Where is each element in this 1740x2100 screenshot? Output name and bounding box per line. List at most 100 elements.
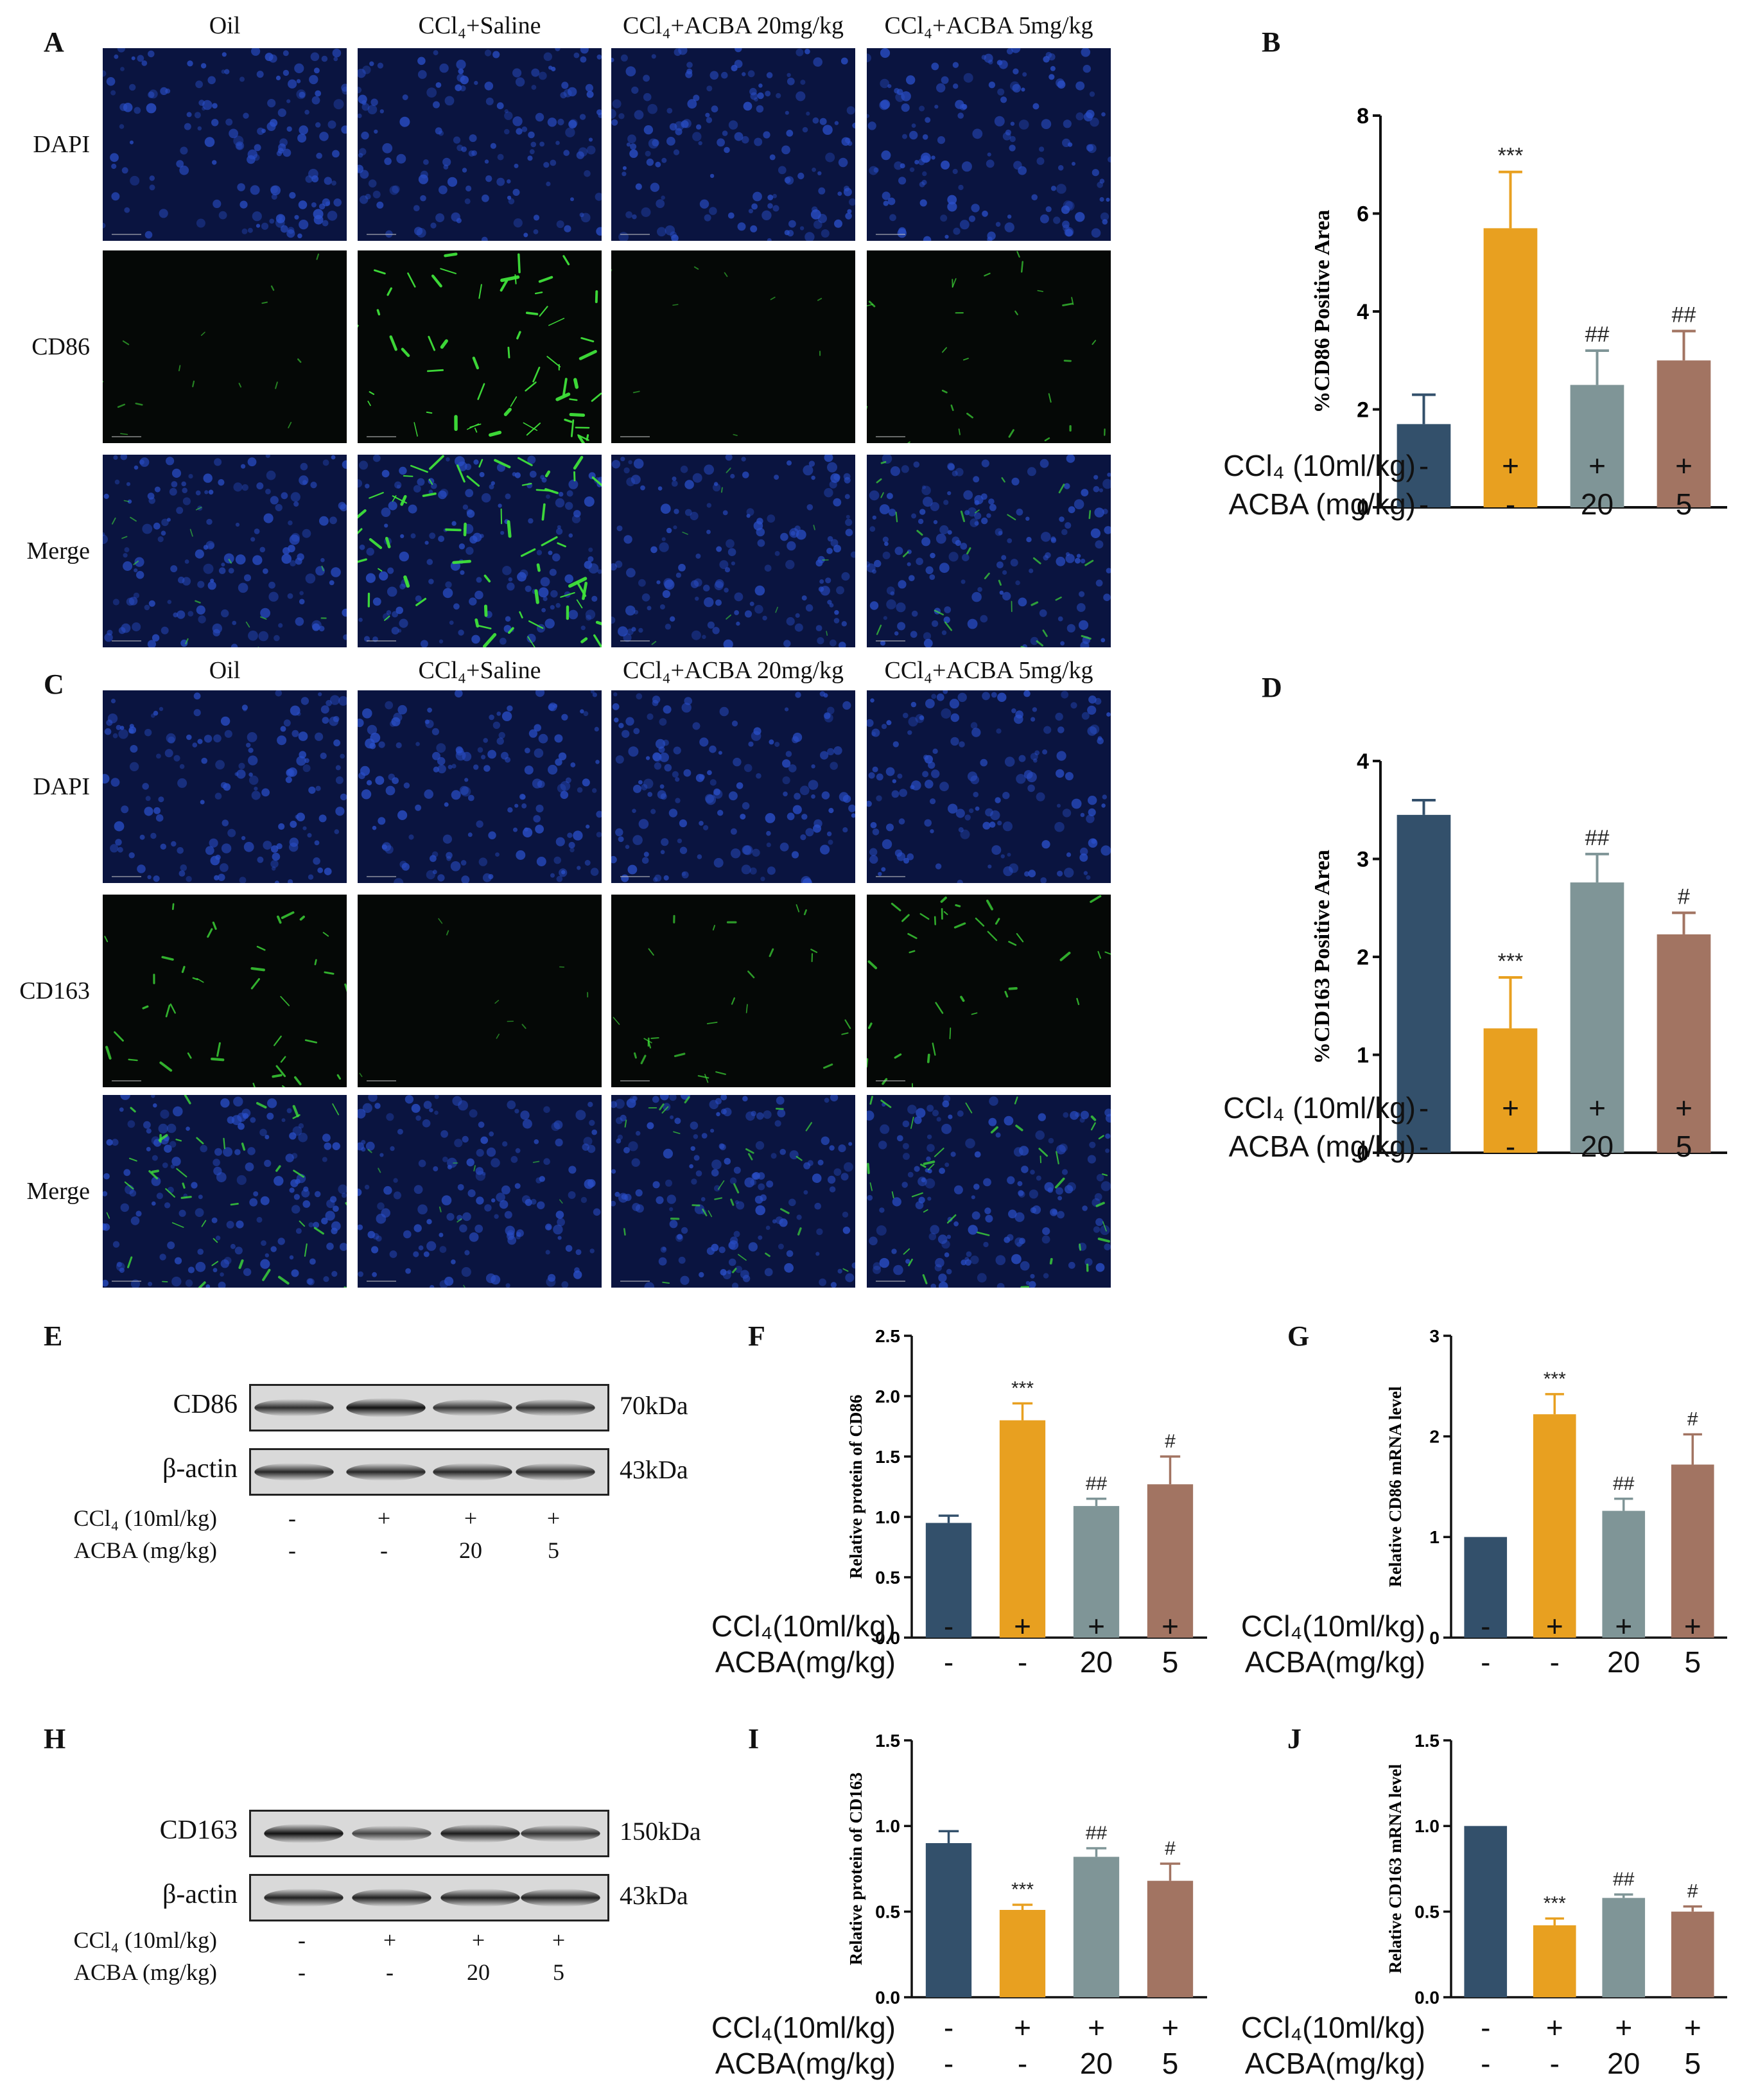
condition-sign: + (1545, 1609, 1563, 1643)
condition-sign: - (1481, 1609, 1491, 1643)
micrograph-image (611, 250, 855, 443)
micrograph-image (358, 895, 602, 1087)
bar (1602, 1510, 1646, 1638)
micrograph-image (867, 250, 1111, 443)
bar (1533, 1414, 1576, 1638)
significance-label: ## (1613, 1869, 1635, 1890)
condition-sign: + (377, 1505, 391, 1531)
y-tick-label: 1 (1429, 1527, 1440, 1547)
ccl4-label: CCl₄ (10ml/kg) (1223, 1091, 1416, 1124)
micro-row-label: Merge (26, 538, 91, 564)
wb-target-label: CD163 (159, 1816, 238, 1845)
bar (1073, 1857, 1120, 1997)
y-tick-label: 8 (1357, 104, 1369, 128)
micrograph-image (103, 895, 347, 1087)
y-axis-label: Relative protein of CD163 (846, 1772, 866, 1965)
y-axis-label: %CD163 Positive Area (1310, 850, 1334, 1064)
wb-band (433, 1463, 512, 1481)
condition-sign: + (1014, 1609, 1031, 1643)
condition-sign: + (1683, 2011, 1701, 2044)
condition-sign: + (1161, 2011, 1179, 2044)
condition-sign: - (298, 1959, 306, 1985)
condition-sign: 20 (459, 1537, 482, 1563)
ccl4-label: CCl₄(10ml/kg) (711, 1609, 896, 1643)
micro-column-title: CCl₄+ACBA 20mg/kg (622, 12, 844, 39)
y-tick-label: 0.5 (1414, 1902, 1440, 1921)
condition-sign: - (1017, 2047, 1028, 2080)
ccl4-label: CCl₄(10ml/kg) (711, 2011, 896, 2044)
y-tick-label: 0 (1357, 496, 1369, 520)
condition-sign: - (943, 1609, 954, 1643)
bar (1464, 1826, 1508, 1997)
condition-sign: - (298, 1927, 306, 1953)
condition-sign: - (1481, 2047, 1491, 2080)
significance-label: ## (1585, 322, 1610, 347)
wb-band (521, 1824, 600, 1842)
wb-band (440, 1824, 520, 1843)
chart-cd163-protein: 0.0 0.5 1.0 1.5 Relative protein of CD163 ***… (846, 1728, 1214, 2008)
significance-label: *** (1011, 1879, 1034, 1900)
y-tick-label: 2.0 (875, 1387, 900, 1406)
condition-sign: 5 (1161, 1645, 1179, 1679)
y-tick-label: 1.5 (1414, 1731, 1440, 1751)
wb-band (516, 1463, 595, 1481)
acba-label: ACBA(mg/kg) (1244, 2047, 1425, 2080)
significance-label: # (1687, 1881, 1698, 1902)
micro-column-title: Oil (209, 657, 241, 684)
chart-cd86-positive-area: 0 2 4 6 8 %CD86 Positive Area *** ## ## (1310, 103, 1734, 520)
wb-control-kda: 43kDa (620, 1455, 688, 1484)
micrograph-image (358, 250, 602, 443)
condition-sign: + (1014, 2011, 1031, 2044)
wb-band (346, 1463, 426, 1481)
panel-letter-a: A (44, 26, 64, 58)
condition-sign: + (1502, 449, 1519, 482)
panel-letter-j: J (1287, 1723, 1301, 1754)
significance-label: ## (1585, 826, 1610, 850)
condition-sign: - (1549, 2047, 1560, 2080)
micrograph-image (611, 1095, 855, 1288)
micro-column-title: CCl₄+ACBA 20mg/kg (622, 657, 844, 684)
bar (1602, 1898, 1646, 1997)
bar (1533, 1925, 1576, 1997)
wb-band (440, 1888, 520, 1907)
y-tick-label: 1.5 (875, 1731, 900, 1751)
micro-row-label: DAPI (33, 773, 90, 800)
bar (1073, 1506, 1120, 1638)
panel-letter-c: C (44, 669, 64, 700)
chart-svg: 0.0 0.5 1.0 1.5 2.0 2.5 Relative protein of CD… (846, 1326, 1207, 1648)
panel-letter-h: H (44, 1723, 66, 1754)
micrograph-image (611, 895, 855, 1087)
condition-sign: 5 (548, 1537, 559, 1563)
wb-acba-label: ACBA (mg/kg) (73, 1537, 217, 1563)
condition-sign: 5 (1684, 1645, 1701, 1679)
condition-sign: - (288, 1537, 296, 1563)
condition-sign: + (383, 1927, 397, 1953)
significance-label: *** (1544, 1369, 1566, 1390)
micrograph-image (611, 48, 855, 241)
micrograph-image (611, 455, 855, 647)
wb-control-kda: 43kDa (620, 1881, 688, 1910)
condition-sign: - (1505, 1130, 1516, 1163)
y-tick-label: 0.0 (875, 1628, 900, 1648)
condition-sign: - (288, 1505, 296, 1531)
wb-target-label: CD86 (173, 1390, 238, 1419)
wb-acba-label: ACBA (mg/kg) (73, 1959, 217, 1985)
bar (1570, 882, 1624, 1153)
condition-sign: 5 (1675, 487, 1692, 521)
condition-sign: - (1418, 1130, 1429, 1163)
condition-sign: + (1615, 1609, 1633, 1643)
panel-letter-i: I (748, 1723, 760, 1754)
condition-sign: 5 (1161, 2047, 1179, 2080)
condition-sign: + (1615, 2011, 1633, 2044)
y-tick-label: 1.0 (875, 1816, 900, 1836)
bar (1396, 814, 1451, 1153)
condition-sign: - (380, 1537, 388, 1563)
significance-label: # (1165, 1431, 1176, 1452)
wb-control-label: β-actin (162, 1880, 238, 1909)
condition-sign: 5 (1684, 2047, 1701, 2080)
condition-sign: - (1549, 1645, 1560, 1679)
bar (1147, 1484, 1194, 1638)
significance-label: ## (1672, 303, 1696, 328)
